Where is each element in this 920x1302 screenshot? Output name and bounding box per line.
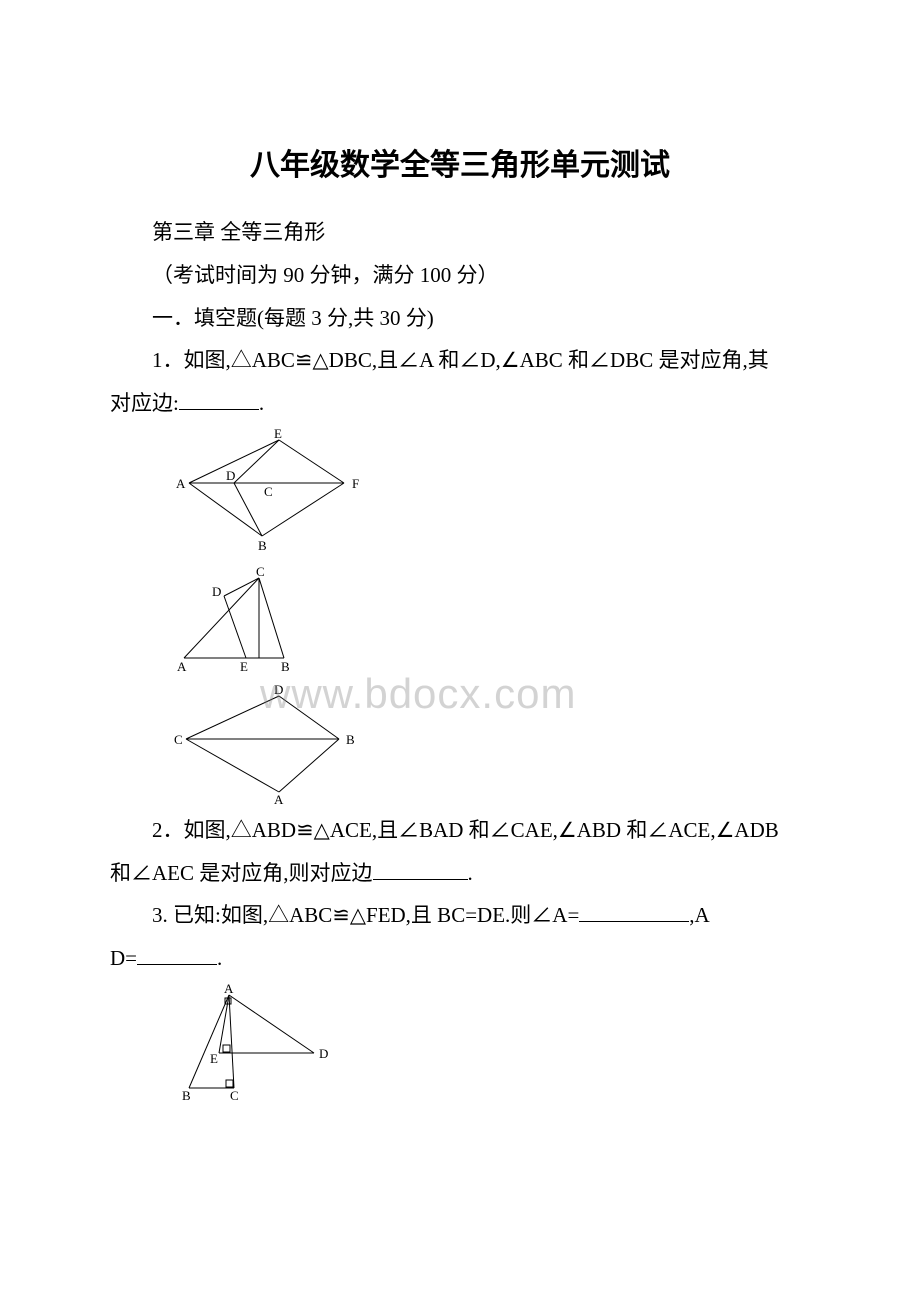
figure-4: A E D B C xyxy=(174,983,810,1103)
question-3-line1: 3. 已知:如图,△ABC≌△FED,且 BC=DE.则∠A= ,A xyxy=(110,897,810,934)
exam-info: （考试时间为 90 分钟，满分 100 分） xyxy=(110,257,810,294)
fig1-label-C: C xyxy=(264,484,273,499)
fig4-label-E: E xyxy=(210,1051,218,1066)
question-2-line1: 2．如图,△ABD≌△ACE,且∠BAD 和∠CAE,∠ABD 和∠ACE,∠A… xyxy=(110,812,810,849)
fig1-label-D: D xyxy=(226,468,235,483)
fig1-label-F: F xyxy=(352,476,359,491)
fig2-label-B: B xyxy=(281,659,290,674)
question-2-line2: 和∠AEC 是对应角,则对应边. xyxy=(110,855,810,892)
fig2-label-D: D xyxy=(212,584,221,599)
page-title: 八年级数学全等三角形单元测试 xyxy=(110,140,810,184)
q1-blank xyxy=(179,387,259,410)
q3-blank-2 xyxy=(137,942,217,965)
figure-2: C D A E B xyxy=(174,566,810,676)
fig2-label-E: E xyxy=(240,659,248,674)
fig3-label-D: D xyxy=(274,684,283,697)
fig1-label-A: A xyxy=(176,476,186,491)
fig2-label-C: C xyxy=(256,566,265,579)
question-1-line1: 1．如图,△ABC≌△DBC,且∠A 和∠D,∠ABC 和∠DBC 是对应角,其 xyxy=(110,342,810,379)
q1-text-c: . xyxy=(259,391,264,415)
fig4-label-A: A xyxy=(224,983,234,996)
question-1-line2: 对应边:. xyxy=(110,385,810,422)
q3-text-b: ,A xyxy=(689,903,709,927)
q3-text-a: 3. 已知:如图,△ABC≌△FED,且 BC=DE.则∠A= xyxy=(152,903,579,927)
q3-text-d: . xyxy=(217,946,222,970)
q2-blank xyxy=(373,856,468,879)
chapter-heading: 第三章 全等三角形 xyxy=(110,214,810,251)
q3-text-c: D= xyxy=(110,946,137,970)
figure-3: D C B A xyxy=(174,684,810,804)
fig3-label-C: C xyxy=(174,732,183,747)
q3-blank-1 xyxy=(579,899,689,922)
fig4-label-D: D xyxy=(319,1046,328,1061)
fig1-label-B: B xyxy=(258,538,267,553)
fig1-label-E: E xyxy=(274,428,282,441)
fig4-label-C: C xyxy=(230,1088,239,1103)
fig2-label-A: A xyxy=(177,659,187,674)
q2-text-b: 和∠AEC 是对应角,则对应边 xyxy=(110,861,373,885)
q1-text-b: 对应边: xyxy=(110,391,179,415)
section-heading: 一．填空题(每题 3 分,共 30 分) xyxy=(110,300,810,337)
fig3-label-B: B xyxy=(346,732,355,747)
question-3-line2: D=. xyxy=(110,940,810,977)
fig3-label-A: A xyxy=(274,792,284,804)
fig4-label-B: B xyxy=(182,1088,191,1103)
figure-1: E A D C F B xyxy=(174,428,810,558)
q2-text-c: . xyxy=(468,861,473,885)
